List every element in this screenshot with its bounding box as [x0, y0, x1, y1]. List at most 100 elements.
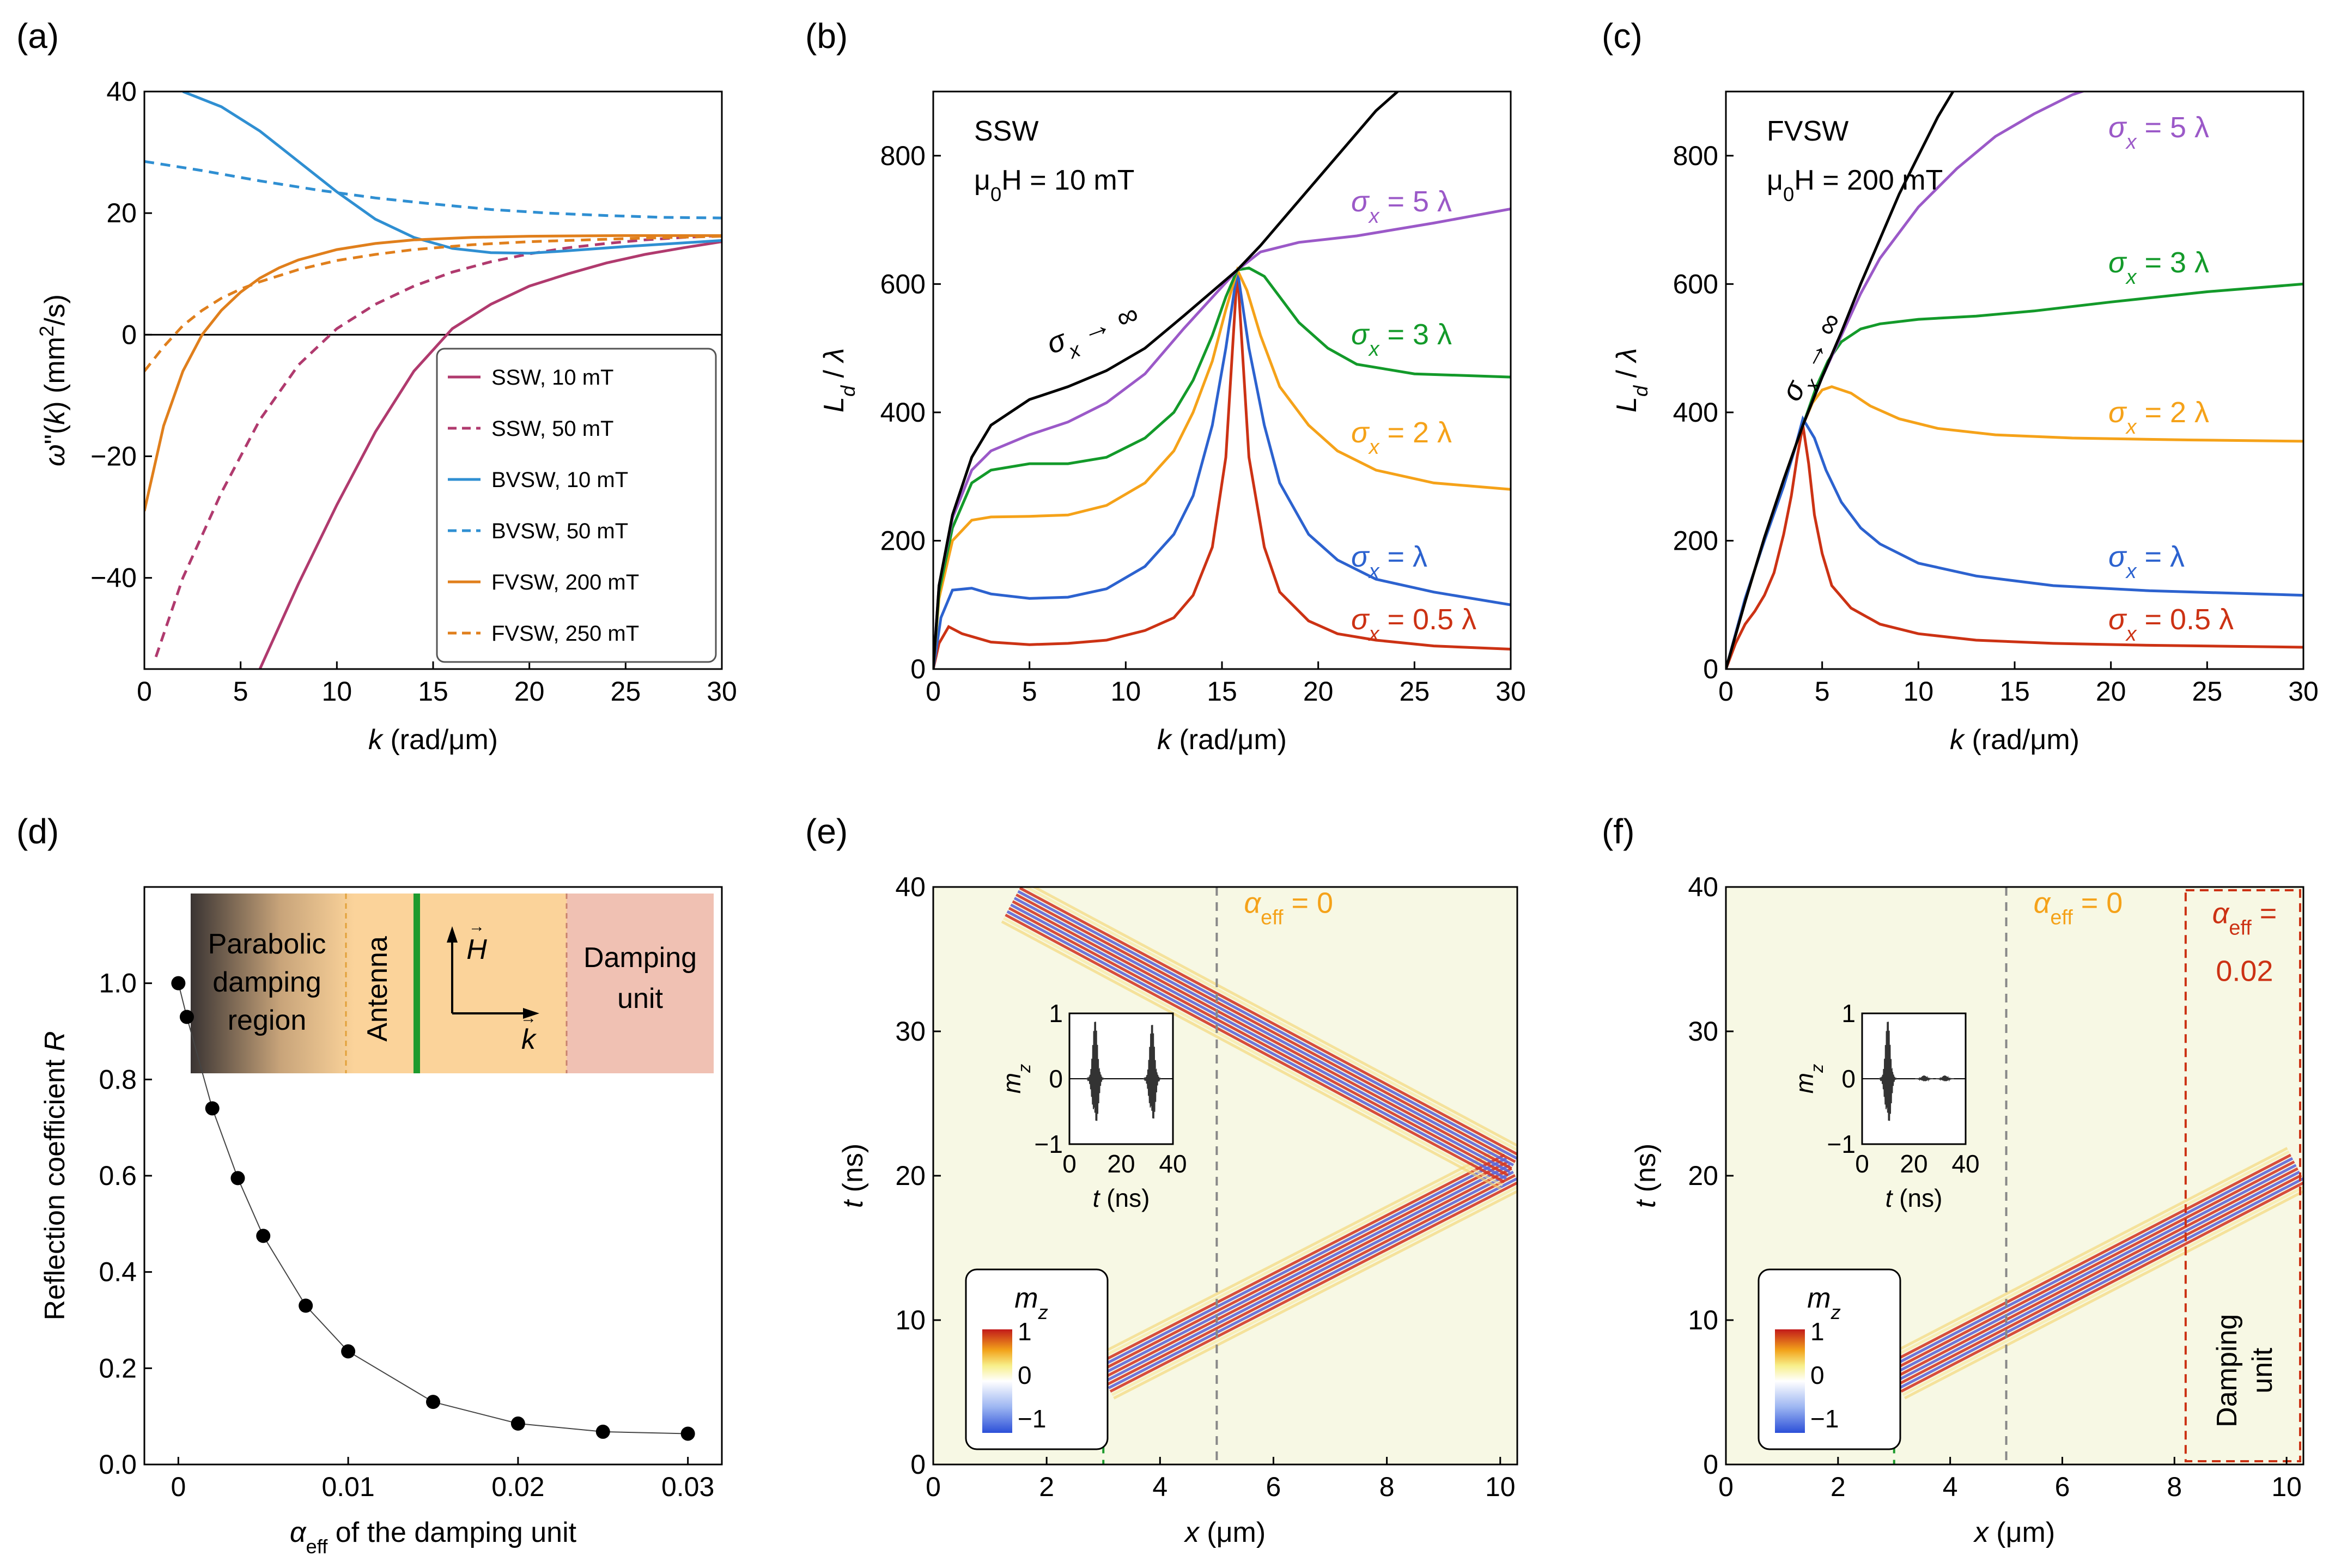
series-line [933, 266, 1511, 669]
series-line [1726, 415, 2303, 669]
data-point [680, 1426, 695, 1441]
x-tick-label: 4 [1943, 1472, 1958, 1502]
k-arrow-head [523, 1008, 539, 1019]
panel-d: Parabolic damping region Antenna Damping unit… [16, 812, 723, 1558]
series-line [182, 92, 722, 255]
series-group [144, 92, 722, 669]
inset-wave-packet [1915, 1075, 1933, 1082]
data-point [341, 1344, 356, 1359]
y-tick-label: 600 [1673, 269, 1718, 299]
wave-beam-stripe [1099, 1160, 1509, 1372]
x-tick-label: 0 [926, 1472, 941, 1502]
y-axis-label: t (ns) [837, 1144, 869, 1208]
inset-wave-packet [1142, 1025, 1162, 1119]
inset-y-label: mz [1790, 1064, 1827, 1093]
wave-beam-stripe [1008, 907, 1509, 1177]
series-line [144, 160, 722, 220]
panel-label: (f) [1602, 812, 1634, 851]
inset-text: Damping [583, 942, 697, 974]
data-point [230, 1171, 245, 1186]
alpha-damp-value: 0.02 [2216, 955, 2273, 987]
series-line [258, 240, 722, 669]
inset-text: damping [212, 967, 321, 998]
x-tick-label: 25 [611, 676, 641, 707]
beam-group [1001, 887, 1517, 1400]
wave-beam-stripe [1094, 1150, 1504, 1363]
inset-y-tick: 0 [1841, 1065, 1856, 1093]
wave-beam-stripe [1904, 1189, 2303, 1400]
x-tick-label: 0.01 [321, 1472, 374, 1502]
y-axis-label: ω"(k) (mm2/s) [35, 294, 71, 466]
y-tick-label: 1.0 [99, 968, 137, 999]
x-tick-label: 30 [2288, 676, 2319, 707]
wave-beam-stripe [1013, 897, 1515, 1166]
x-tick-label: 0 [1718, 1472, 1734, 1502]
y-tick-label: 400 [880, 397, 926, 428]
y-tick-label: 0 [121, 319, 137, 350]
wave-beam-stripe [1097, 1157, 1507, 1369]
colorbar-tick: 1 [1810, 1317, 1825, 1346]
data-point [595, 1424, 610, 1439]
panel-c: 0 5 10 15 20 25 30 0 200 400 600 800 (c) k (rad/μm) Ld… [1602, 16, 2319, 756]
wave-beam-stripe [1010, 903, 1511, 1174]
inset-y-tick: 0 [1049, 1065, 1063, 1093]
inset-antenna-label: Antenna [362, 936, 393, 1042]
y-tick-label: 0.2 [99, 1353, 137, 1383]
wave-beam-stripe [1019, 887, 1517, 1156]
wave-beam-stripe [1106, 1174, 1516, 1386]
series-label: σx = λ [1351, 540, 1427, 583]
x-tick-label: 4 [1152, 1472, 1167, 1502]
legend-box [436, 348, 717, 663]
series-label: σx → ∞ [1043, 297, 1146, 369]
data-point [256, 1229, 271, 1243]
legend-entry: BVSW, 50 mT [491, 519, 628, 543]
h-arrow-head [447, 926, 458, 943]
alpha-label: αeff = 0 [2034, 887, 2123, 929]
data-point [179, 1010, 194, 1024]
y-tick-label: 40 [1688, 872, 1718, 902]
series-label: σx = 2 λ [1351, 416, 1452, 459]
colorbar-gradient [1775, 1329, 1805, 1433]
x-tick-label: 25 [2192, 676, 2223, 707]
x-tick-label: 10 [1485, 1472, 1516, 1502]
x-tick-label: 2 [1039, 1472, 1054, 1502]
data-point [426, 1395, 440, 1409]
legend-entry: SSW, 50 mT [491, 417, 614, 441]
x-tick-label: 2 [1831, 1472, 1846, 1502]
panel-b: 0 5 10 15 20 25 30 0 200 400 600 800 (b) k (rad/μm) Ld… [805, 16, 1526, 756]
colorbar-title: mz [1807, 1283, 1841, 1323]
x-tick-label: 6 [2055, 1472, 2070, 1502]
wave-beam-stripe [1892, 1164, 2297, 1376]
series-line [1726, 92, 1955, 669]
x-tick-label: 15 [1999, 676, 2030, 707]
y-tick-label: 30 [895, 1016, 926, 1047]
mode-label: FVSW [1767, 116, 1848, 147]
inset-x-tick: 40 [1159, 1150, 1187, 1178]
x-tick-label: 25 [1400, 676, 1430, 707]
x-tick-label: 0.03 [661, 1472, 714, 1502]
series-label: σx = 3 λ [2108, 246, 2209, 289]
inset-x-label: t (ns) [1093, 1184, 1150, 1212]
colorbar-gradient [982, 1329, 1012, 1433]
beam-group [1883, 1147, 2303, 1400]
wave-beam-stripe [1883, 1147, 2288, 1359]
panel-a: 0 5 10 15 20 25 30 −40 −20 0 20 40 (a) k (rad/μm) ω"(k… [16, 16, 737, 756]
wave-beam-stripe [1897, 1174, 2302, 1386]
y-tick-label: 20 [106, 198, 137, 228]
y-tick-label: 200 [1673, 525, 1718, 556]
panel-label: (d) [16, 812, 59, 851]
colorbar-tick: −1 [1018, 1405, 1046, 1433]
series-line [144, 235, 722, 372]
series-group [1726, 92, 2303, 669]
inset-x-tick: 0 [1062, 1150, 1077, 1178]
x-tick-label: 30 [707, 676, 737, 707]
y-tick-label: −20 [90, 441, 137, 471]
series-line [933, 92, 1400, 669]
wave-beam-stripe [1113, 1189, 1517, 1400]
x-axis-label: k (rad/μm) [1950, 724, 2079, 756]
wave-beam-stripe [1031, 887, 1517, 1147]
y-tick-label: 40 [895, 872, 926, 902]
y-tick-label: 600 [880, 269, 926, 299]
series-label: σx = 3 λ [1351, 318, 1452, 361]
